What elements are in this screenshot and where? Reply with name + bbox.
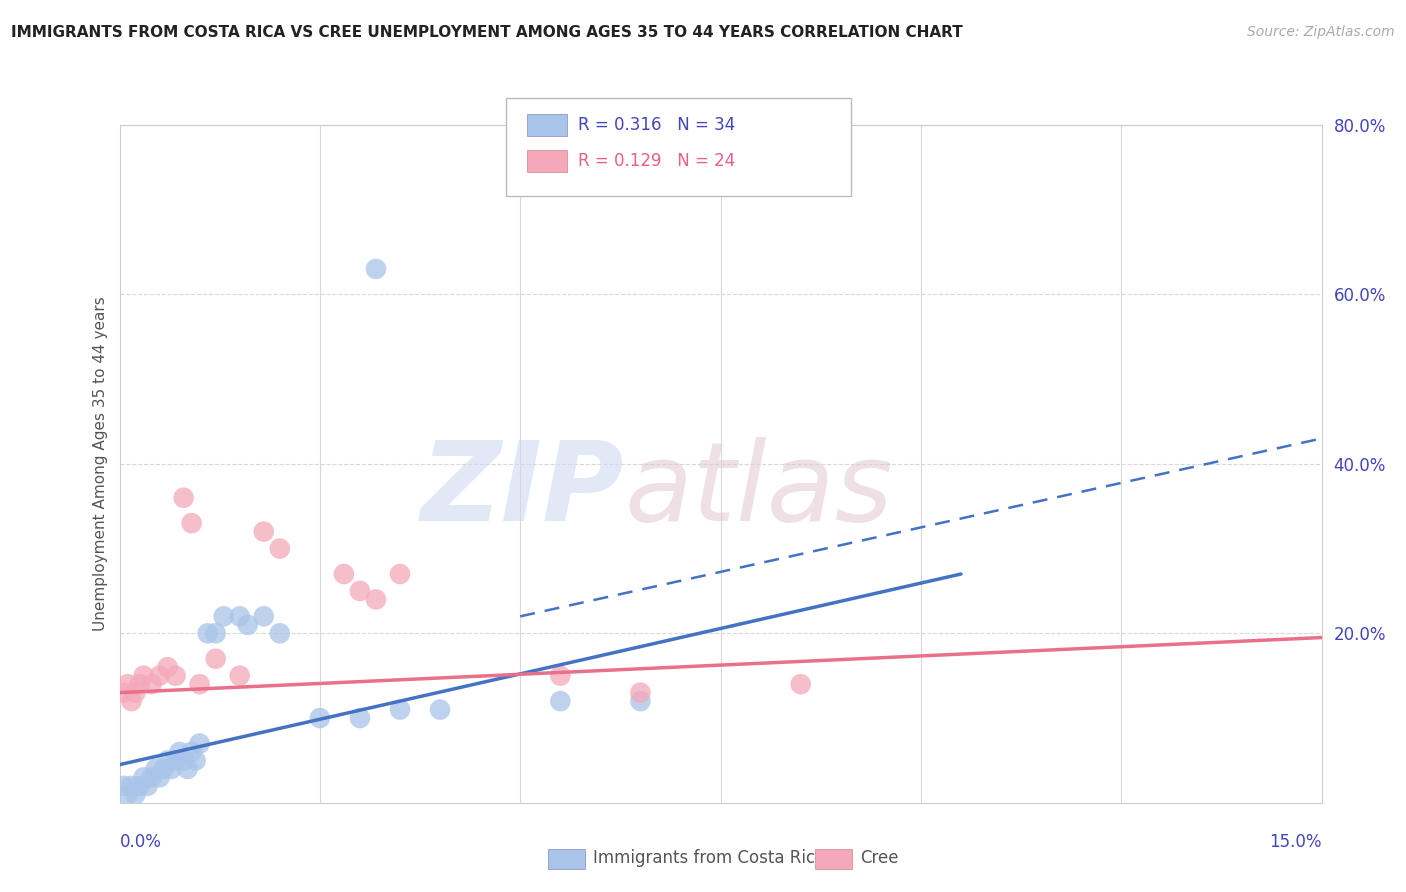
Point xyxy=(188,737,211,751)
Point xyxy=(156,660,179,674)
Point xyxy=(364,592,387,607)
Point xyxy=(790,677,813,691)
Point xyxy=(112,686,135,700)
Point xyxy=(173,491,195,505)
Text: Cree: Cree xyxy=(860,849,898,867)
Point xyxy=(269,626,291,640)
Point xyxy=(145,762,167,776)
Point xyxy=(548,694,571,708)
Point xyxy=(141,677,163,691)
Point xyxy=(160,762,183,776)
Point xyxy=(630,686,652,700)
Point xyxy=(124,788,146,801)
Point xyxy=(176,762,198,776)
Point xyxy=(152,762,174,776)
Text: ZIP: ZIP xyxy=(420,437,624,544)
Point xyxy=(156,753,179,767)
Text: 15.0%: 15.0% xyxy=(1270,833,1322,851)
Point xyxy=(124,686,146,700)
Point xyxy=(128,677,150,691)
Point xyxy=(349,584,371,599)
Point xyxy=(136,779,159,793)
Text: R = 0.316   N = 34: R = 0.316 N = 34 xyxy=(578,116,735,134)
Point xyxy=(149,770,172,785)
Point xyxy=(121,694,143,708)
Point xyxy=(236,617,259,632)
Point xyxy=(253,524,276,539)
Point xyxy=(388,703,411,717)
Text: IMMIGRANTS FROM COSTA RICA VS CREE UNEMPLOYMENT AMONG AGES 35 TO 44 YEARS CORREL: IMMIGRANTS FROM COSTA RICA VS CREE UNEMP… xyxy=(11,25,963,40)
Text: 0.0%: 0.0% xyxy=(120,833,162,851)
Point xyxy=(169,745,191,759)
Point xyxy=(197,626,219,640)
Point xyxy=(117,677,139,691)
Text: Immigrants from Costa Rica: Immigrants from Costa Rica xyxy=(593,849,825,867)
Y-axis label: Unemployment Among Ages 35 to 44 years: Unemployment Among Ages 35 to 44 years xyxy=(93,296,108,632)
Point xyxy=(128,779,150,793)
Point xyxy=(112,779,135,793)
Text: R = 0.129   N = 24: R = 0.129 N = 24 xyxy=(578,152,735,169)
Point xyxy=(180,516,202,530)
Point xyxy=(149,669,172,683)
Point xyxy=(253,609,276,624)
Point xyxy=(180,745,202,759)
Point xyxy=(269,541,291,556)
Point xyxy=(188,677,211,691)
Point xyxy=(132,669,155,683)
Point xyxy=(212,609,235,624)
Point xyxy=(184,753,207,767)
Point xyxy=(173,753,195,767)
Point xyxy=(333,567,356,582)
Point xyxy=(349,711,371,725)
Point xyxy=(388,567,411,582)
Point xyxy=(141,770,163,785)
Point xyxy=(165,753,187,767)
Point xyxy=(630,694,652,708)
Point xyxy=(309,711,332,725)
Point xyxy=(165,669,187,683)
Point xyxy=(228,669,252,683)
Point xyxy=(228,609,252,624)
Text: atlas: atlas xyxy=(624,437,893,544)
Point xyxy=(204,626,226,640)
Point xyxy=(364,262,387,277)
Point xyxy=(548,669,571,683)
Point xyxy=(132,770,155,785)
Point xyxy=(121,779,143,793)
Point xyxy=(429,703,451,717)
Point xyxy=(117,788,139,801)
Text: Source: ZipAtlas.com: Source: ZipAtlas.com xyxy=(1247,25,1395,39)
Point xyxy=(204,651,226,665)
